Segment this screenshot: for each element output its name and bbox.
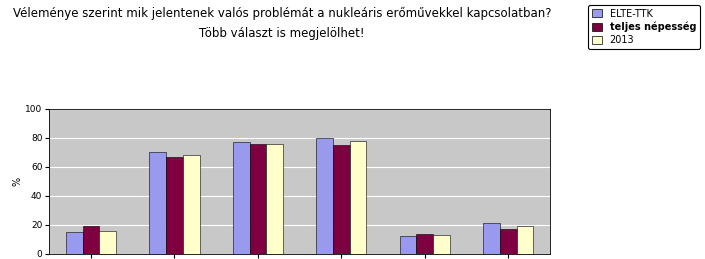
Text: Véleménye szerint mik jelentenek valós problémát a nukleáris erőművekkel kapcsol: Véleménye szerint mik jelentenek valós p… (13, 6, 551, 20)
Bar (266, 143, 283, 254)
Bar (183, 155, 200, 254)
Bar (417, 234, 433, 254)
Bar (66, 232, 82, 254)
Bar (250, 143, 266, 254)
Bar (149, 152, 166, 254)
Bar (99, 231, 116, 254)
Bar (500, 229, 517, 254)
Bar (317, 138, 333, 254)
Bar (400, 236, 417, 254)
Legend: ELTE-TTK, teljes népesség, 2013: ELTE-TTK, teljes népesség, 2013 (589, 5, 700, 49)
Bar (233, 142, 250, 254)
Bar (82, 226, 99, 254)
Bar (433, 235, 450, 254)
Bar (166, 157, 183, 254)
Y-axis label: %: % (13, 177, 23, 186)
Text: Több választ is megjelölhet!: Több választ is megjelölhet! (200, 27, 364, 40)
Bar (333, 145, 350, 254)
Bar (350, 141, 367, 254)
Bar (483, 223, 500, 254)
Bar (517, 226, 533, 254)
